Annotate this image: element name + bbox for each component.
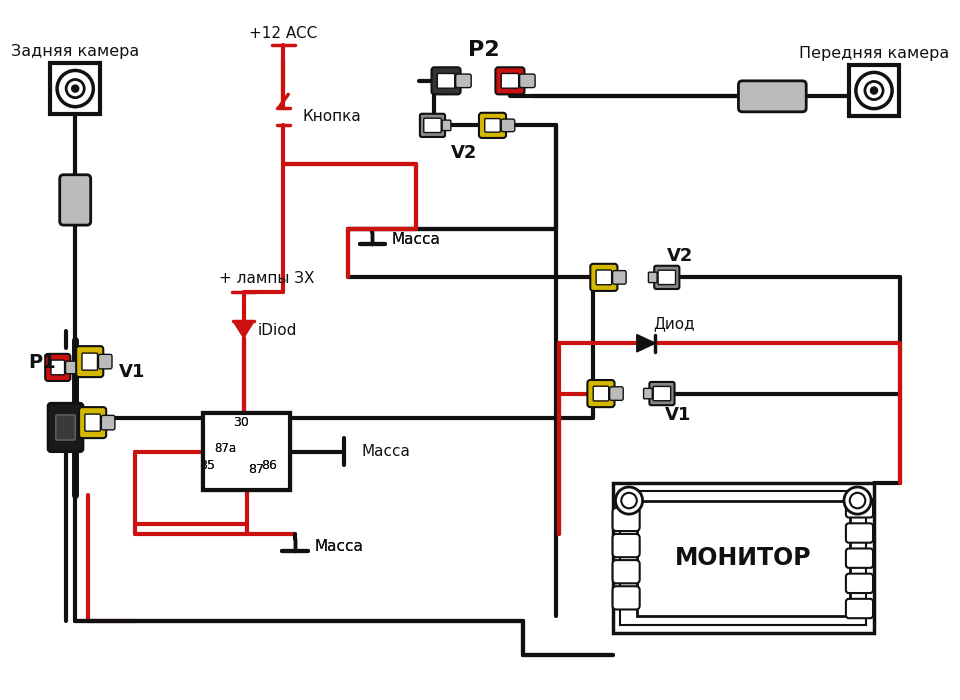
Circle shape	[865, 81, 883, 99]
Text: 30: 30	[233, 416, 249, 429]
FancyBboxPatch shape	[649, 382, 675, 405]
FancyBboxPatch shape	[423, 118, 442, 132]
Text: 87a: 87a	[214, 442, 236, 455]
FancyBboxPatch shape	[846, 574, 873, 593]
FancyBboxPatch shape	[658, 270, 676, 284]
FancyBboxPatch shape	[79, 407, 107, 438]
FancyBboxPatch shape	[438, 74, 455, 88]
Text: 87: 87	[249, 463, 265, 475]
Circle shape	[66, 80, 84, 97]
Bar	[50, 64, 101, 114]
FancyBboxPatch shape	[590, 264, 617, 291]
Text: V2: V2	[451, 144, 478, 162]
FancyBboxPatch shape	[479, 113, 506, 138]
Text: Масса: Масса	[392, 232, 441, 247]
FancyBboxPatch shape	[82, 353, 98, 370]
Text: Кнопка: Кнопка	[302, 109, 362, 124]
Text: 87a: 87a	[214, 442, 236, 455]
FancyBboxPatch shape	[588, 380, 614, 407]
FancyBboxPatch shape	[648, 272, 657, 283]
FancyBboxPatch shape	[519, 74, 535, 88]
Bar	[203, 413, 290, 491]
FancyBboxPatch shape	[420, 114, 445, 137]
FancyBboxPatch shape	[60, 175, 90, 225]
FancyBboxPatch shape	[48, 403, 83, 452]
FancyBboxPatch shape	[612, 271, 626, 284]
Bar	[612, 483, 874, 634]
Bar	[620, 491, 866, 626]
Text: +12 ACC: +12 ACC	[250, 26, 318, 41]
Text: 85: 85	[199, 458, 215, 472]
FancyBboxPatch shape	[612, 508, 639, 531]
FancyBboxPatch shape	[612, 586, 639, 610]
Text: iDiod: iDiod	[257, 323, 297, 338]
FancyBboxPatch shape	[610, 387, 623, 400]
FancyBboxPatch shape	[596, 270, 612, 285]
FancyBboxPatch shape	[846, 549, 873, 568]
Text: P1: P1	[29, 353, 57, 372]
Bar	[636, 500, 850, 616]
Text: Масса: Масса	[314, 539, 363, 554]
Text: Масса: Масса	[392, 232, 441, 247]
FancyBboxPatch shape	[593, 386, 609, 401]
Text: 86: 86	[261, 458, 276, 472]
FancyBboxPatch shape	[65, 361, 78, 374]
FancyBboxPatch shape	[495, 67, 524, 94]
Text: Диод: Диод	[653, 316, 695, 331]
Polygon shape	[636, 335, 656, 352]
Circle shape	[871, 87, 877, 94]
Circle shape	[856, 72, 892, 108]
FancyBboxPatch shape	[56, 415, 75, 440]
Bar	[203, 413, 290, 491]
Text: Масса: Масса	[314, 539, 363, 554]
FancyBboxPatch shape	[485, 118, 500, 132]
Circle shape	[57, 71, 93, 106]
FancyBboxPatch shape	[76, 346, 104, 377]
Text: 85: 85	[199, 458, 215, 472]
Text: 86: 86	[261, 458, 276, 472]
FancyBboxPatch shape	[738, 80, 806, 112]
FancyBboxPatch shape	[501, 74, 518, 88]
Polygon shape	[233, 321, 254, 338]
Circle shape	[844, 487, 871, 514]
FancyBboxPatch shape	[99, 354, 112, 369]
FancyBboxPatch shape	[643, 389, 652, 399]
FancyBboxPatch shape	[846, 524, 873, 542]
Text: V2: V2	[667, 247, 693, 265]
Text: Передняя камера: Передняя камера	[799, 46, 949, 61]
Text: Задняя камера: Задняя камера	[12, 44, 139, 60]
FancyBboxPatch shape	[51, 360, 64, 374]
Text: + лампы ЗХ: + лампы ЗХ	[220, 271, 315, 286]
Text: V1: V1	[119, 363, 146, 382]
Text: V1: V1	[665, 406, 691, 424]
Text: Масса: Масса	[362, 444, 411, 459]
FancyBboxPatch shape	[45, 354, 70, 381]
FancyBboxPatch shape	[431, 67, 461, 94]
FancyBboxPatch shape	[654, 266, 680, 289]
Text: 30: 30	[233, 416, 249, 429]
Text: МОНИТОР: МОНИТОР	[675, 546, 811, 570]
FancyBboxPatch shape	[443, 120, 451, 131]
Text: 87: 87	[249, 463, 265, 475]
Circle shape	[621, 493, 636, 508]
Circle shape	[850, 493, 865, 508]
FancyBboxPatch shape	[102, 415, 115, 430]
Circle shape	[615, 487, 642, 514]
Bar	[849, 65, 900, 116]
FancyBboxPatch shape	[612, 534, 639, 557]
FancyBboxPatch shape	[653, 386, 671, 400]
FancyBboxPatch shape	[456, 74, 471, 88]
FancyBboxPatch shape	[84, 414, 101, 431]
FancyBboxPatch shape	[846, 598, 873, 618]
Text: P2: P2	[468, 40, 499, 60]
Circle shape	[72, 85, 79, 92]
FancyBboxPatch shape	[846, 498, 873, 517]
FancyBboxPatch shape	[612, 560, 639, 583]
FancyBboxPatch shape	[501, 119, 515, 132]
